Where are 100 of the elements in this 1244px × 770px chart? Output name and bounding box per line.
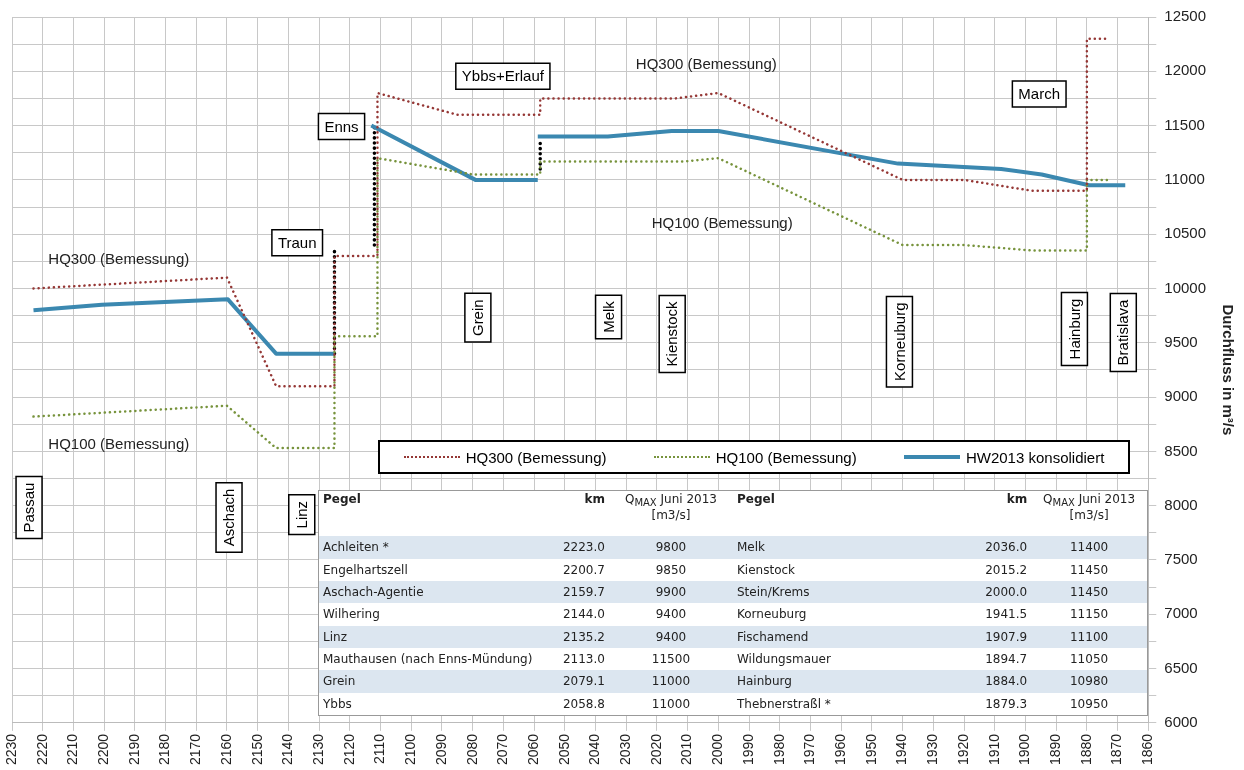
annotation: Engelhartszell	[322, 561, 409, 579]
annotation: 2135.2	[558, 625, 609, 648]
x-tick-label: 1990	[739, 733, 756, 766]
y-tick-label: 10500	[1164, 224, 1207, 242]
x-tick-label: 2050	[555, 733, 572, 766]
annotation: 1894.7	[984, 651, 1029, 669]
x-tick-label: 1860	[1139, 733, 1156, 766]
annotation: Melk	[732, 536, 982, 559]
y-tick-label: 8500	[1164, 441, 1198, 459]
annotation: 2058.8	[561, 695, 606, 713]
annotation: Linz	[319, 625, 559, 648]
y-tick-label: 7500	[1164, 550, 1198, 568]
x-tick-label: 2030	[617, 733, 634, 766]
annotation: HQ100 (Bemessung)	[48, 435, 190, 453]
x-tick-label: 1880	[1077, 733, 1094, 766]
x-tick-label: 1930	[924, 733, 941, 766]
y-tick-label: 6500	[1164, 658, 1198, 676]
annotation: Kienstock	[663, 300, 681, 367]
x-tick-label: 1980	[770, 733, 787, 766]
annotation: Ybbs+Erlauf	[461, 67, 545, 85]
y-tick-label: 11000	[1164, 170, 1205, 188]
x-tick-label: 1870	[1108, 733, 1125, 766]
x-tick-label: 2230	[2, 733, 19, 766]
annotation: 2015.2	[984, 561, 1029, 579]
y-tick-label: 7000	[1164, 604, 1198, 622]
annotation: Pegel	[322, 491, 362, 508]
x-tick-label: 2070	[494, 733, 511, 766]
annotation: km	[1005, 491, 1029, 508]
y-tick-label: 9500	[1164, 332, 1198, 350]
x-tick-label: 2080	[463, 733, 480, 766]
y-tick-label: 12500	[1164, 7, 1207, 25]
x-tick-label: 2040	[586, 733, 603, 766]
annotation: 2223.0	[558, 536, 609, 559]
annotation: Hainburg	[1065, 298, 1083, 360]
annotation: Melk	[599, 300, 617, 333]
x-tick-label: 2210	[64, 733, 81, 766]
y-tick-label: 6000	[1164, 713, 1198, 730]
x-tick-label: 2000	[709, 733, 726, 766]
x-tick-label: 1960	[832, 733, 849, 766]
x-tick-label: 2110	[371, 733, 388, 764]
annotation: 2159.7	[558, 580, 609, 604]
annotation: 10980	[1031, 670, 1147, 693]
annotation: Hainburg	[732, 670, 982, 693]
annotation: Traun	[277, 234, 317, 252]
x-tick-label: 2140	[279, 733, 296, 766]
x-tick-label: 2100	[402, 733, 419, 766]
annotation: Q$_{MAX}$ Juni 2013 [m3/s]	[623, 491, 718, 525]
annotation: 2113.0	[561, 651, 606, 669]
annotation: Thebnerstraßl *	[736, 695, 832, 713]
annotation: Q$_{MAX}$ Juni 2013 [m3/s]	[1042, 491, 1137, 525]
annotation: 1879.3	[984, 695, 1029, 713]
y-tick-label: 11500	[1164, 115, 1205, 133]
annotation: Aschach	[220, 488, 238, 547]
x-tick-label: 1970	[801, 733, 818, 766]
annotation: Grein	[319, 670, 559, 693]
x-tick-label: 2010	[678, 733, 695, 766]
x-tick-label: 2120	[340, 733, 357, 766]
annotation: 11000	[608, 670, 733, 693]
annotation: 9850	[654, 561, 688, 579]
x-tick-label: 2200	[94, 733, 111, 766]
annotation: Grein	[469, 299, 487, 337]
annotation: Achleiten *	[319, 536, 559, 559]
annotation: 11100	[1031, 625, 1147, 648]
y-tick-label: 10000	[1164, 278, 1207, 296]
x-tick-label: 2190	[125, 733, 142, 766]
annotation: Enns	[324, 117, 359, 135]
y-tick-label: 9000	[1164, 387, 1198, 405]
annotation: 2144.0	[561, 606, 606, 624]
annotation: March	[1018, 85, 1061, 103]
x-tick-label: 2180	[156, 733, 173, 766]
annotation: Passau	[20, 482, 38, 533]
annotation: Wildungsmauer	[736, 651, 832, 669]
annotation: Aschach-Agentie	[319, 580, 559, 604]
annotation: 1884.0	[981, 670, 1032, 693]
annotation: Mauthausen (nach Enns-Mündung)	[322, 651, 534, 669]
x-tick-label: 2130	[309, 733, 326, 766]
x-tick-label: 2150	[248, 733, 265, 766]
y-tick-label: 12000	[1164, 61, 1207, 79]
annotation: 9800	[608, 536, 733, 559]
annotation: HQ100 (Bemessung)	[651, 213, 793, 231]
annotation: 11150	[1069, 606, 1110, 624]
annotation: HQ300 (Bemessung)	[48, 249, 190, 267]
x-tick-label: 2090	[432, 733, 449, 766]
annotation: 1907.9	[981, 625, 1032, 648]
x-tick-label: 1950	[862, 733, 879, 766]
annotation: 2079.1	[558, 670, 609, 693]
annotation: Kienstock	[736, 561, 797, 579]
annotation: 2200.7	[561, 561, 606, 579]
x-tick-label: 1940	[893, 733, 910, 766]
annotation: 11050	[1069, 651, 1110, 669]
annotation: Ybbs	[322, 695, 353, 713]
x-tick-label: 1890	[1047, 733, 1064, 766]
x-tick-label: 1900	[1016, 733, 1033, 766]
annotation: 11450	[1031, 580, 1147, 604]
annotation: 1941.5	[984, 606, 1029, 624]
x-tick-label: 1920	[954, 733, 971, 766]
legend-label: HQ300 (Bemessung)	[465, 448, 607, 466]
annotation: 10950	[1069, 695, 1110, 713]
legend-label: HW2013 konsolidiert	[965, 448, 1105, 466]
x-tick-label: 2170	[187, 733, 204, 766]
